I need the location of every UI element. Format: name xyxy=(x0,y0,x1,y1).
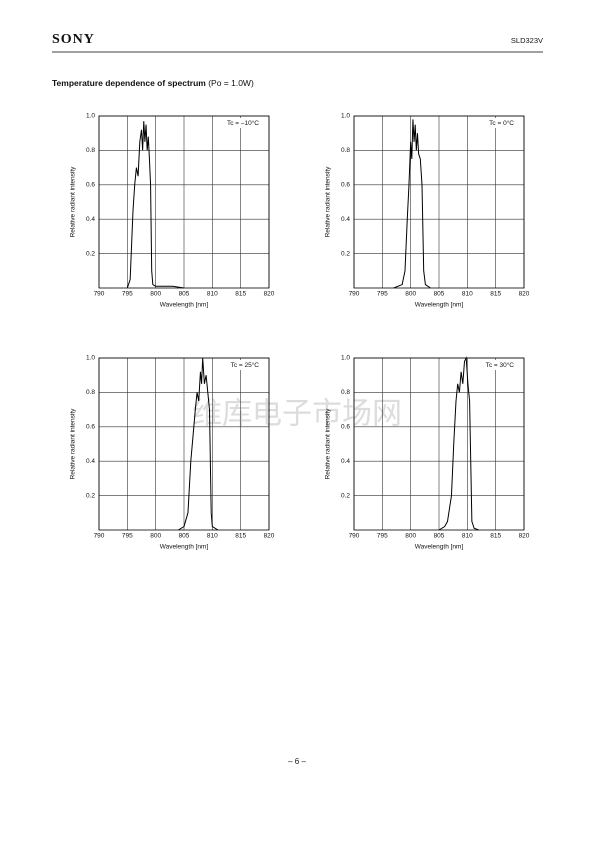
x-axis-label: Wavelength [nm] xyxy=(415,544,464,551)
y-tick-label: 0.6 xyxy=(341,424,350,431)
x-tick-label: 790 xyxy=(349,291,360,298)
section-title: Temperature dependence of spectrum xyxy=(52,78,206,88)
x-tick-label: 810 xyxy=(207,291,218,298)
y-axis-label: Relative radiant intensity xyxy=(325,166,332,238)
y-tick-label: 0.8 xyxy=(341,389,350,396)
spectrum-line xyxy=(438,356,479,531)
chart: 790 795 800 805 810 815 820 0.2 0.4 0.6 0.8 1.0 Tc =… xyxy=(70,355,275,551)
y-tick-label: 1.0 xyxy=(341,113,350,120)
spectrum-line xyxy=(126,121,185,289)
x-tick-label: 820 xyxy=(264,533,275,540)
annotation-bg xyxy=(217,360,267,370)
x-tick-label: 800 xyxy=(150,533,161,540)
annotation-bg xyxy=(472,360,522,370)
chart: 790 795 800 805 810 815 820 0.2 0.4 0.6 0.8 1.0 Tc =… xyxy=(325,113,530,309)
x-tick-label: 815 xyxy=(235,533,246,540)
y-tick-label: 0.8 xyxy=(341,147,350,154)
x-tick-label: 790 xyxy=(94,533,105,540)
y-tick-label: 1.0 xyxy=(86,355,95,362)
x-axis-label: Wavelength [nm] xyxy=(160,544,209,551)
part-number: SLD323V xyxy=(511,36,543,45)
x-tick-label: 790 xyxy=(349,533,360,540)
annotation: Tc = –10°C xyxy=(227,119,259,127)
x-tick-label: 815 xyxy=(490,291,501,298)
y-tick-label: 0.2 xyxy=(86,492,95,499)
page-number: – 6 – xyxy=(288,757,306,766)
x-tick-label: 795 xyxy=(377,533,388,540)
x-tick-label: 805 xyxy=(179,291,190,298)
section-note: (Po = 1.0W) xyxy=(208,78,254,88)
x-tick-label: 800 xyxy=(405,291,416,298)
x-tick-label: 810 xyxy=(207,533,218,540)
y-tick-label: 0.8 xyxy=(86,147,95,154)
y-axis-label: Relative radiant intensity xyxy=(325,408,332,480)
x-tick-label: 805 xyxy=(434,533,445,540)
y-tick-label: 0.6 xyxy=(341,182,350,189)
y-tick-label: 1.0 xyxy=(86,113,95,120)
y-tick-label: 1.0 xyxy=(341,355,350,362)
x-tick-label: 805 xyxy=(179,533,190,540)
y-tick-label: 0.2 xyxy=(341,492,350,499)
y-tick-label: 0.4 xyxy=(86,458,95,465)
x-tick-label: 810 xyxy=(462,533,473,540)
y-tick-label: 0.6 xyxy=(86,424,95,431)
chart: 790 795 800 805 810 815 820 0.2 0.4 0.6 0.8 1.0 Tc =… xyxy=(70,113,275,309)
x-tick-label: 800 xyxy=(150,291,161,298)
x-tick-label: 800 xyxy=(405,533,416,540)
spectrum-line xyxy=(393,119,431,289)
logo: SONY xyxy=(52,32,95,47)
spectrum-line xyxy=(178,357,219,531)
plot-frame xyxy=(98,357,270,531)
x-tick-label: 815 xyxy=(490,533,501,540)
x-tick-label: 820 xyxy=(519,533,530,540)
chart: 790 795 800 805 810 815 820 0.2 0.4 0.6 0.8 1.0 Tc =… xyxy=(325,355,530,551)
x-tick-label: 795 xyxy=(377,291,388,298)
x-tick-label: 815 xyxy=(235,291,246,298)
y-axis-label: Relative radiant intensity xyxy=(70,408,77,480)
watermark: 维库电子市场网 xyxy=(192,397,402,432)
y-tick-label: 0.6 xyxy=(86,182,95,189)
y-tick-label: 0.2 xyxy=(341,250,350,257)
y-tick-label: 0.8 xyxy=(86,389,95,396)
x-tick-label: 790 xyxy=(94,291,105,298)
annotation-bg xyxy=(217,118,267,128)
y-tick-label: 0.4 xyxy=(86,216,95,223)
x-tick-label: 795 xyxy=(122,533,133,540)
annotation: Tc = 30°C xyxy=(486,361,515,369)
plot-frame xyxy=(353,115,525,289)
y-tick-label: 0.2 xyxy=(86,250,95,257)
annotation: Tc = 25°C xyxy=(231,361,260,369)
x-tick-label: 795 xyxy=(122,291,133,298)
x-tick-label: 820 xyxy=(264,291,275,298)
x-tick-label: 810 xyxy=(462,291,473,298)
section-heading: Temperature dependence of spectrum (Po =… xyxy=(52,78,254,88)
annotation-bg xyxy=(472,118,522,128)
x-tick-label: 805 xyxy=(434,291,445,298)
x-axis-label: Wavelength [nm] xyxy=(415,302,464,309)
y-tick-label: 0.4 xyxy=(341,216,350,223)
x-tick-label: 820 xyxy=(519,291,530,298)
x-axis-label: Wavelength [nm] xyxy=(160,302,209,309)
y-axis-label: Relative radiant intensity xyxy=(70,166,77,238)
y-tick-label: 0.4 xyxy=(341,458,350,465)
annotation: Tc = 0°C xyxy=(489,119,514,127)
